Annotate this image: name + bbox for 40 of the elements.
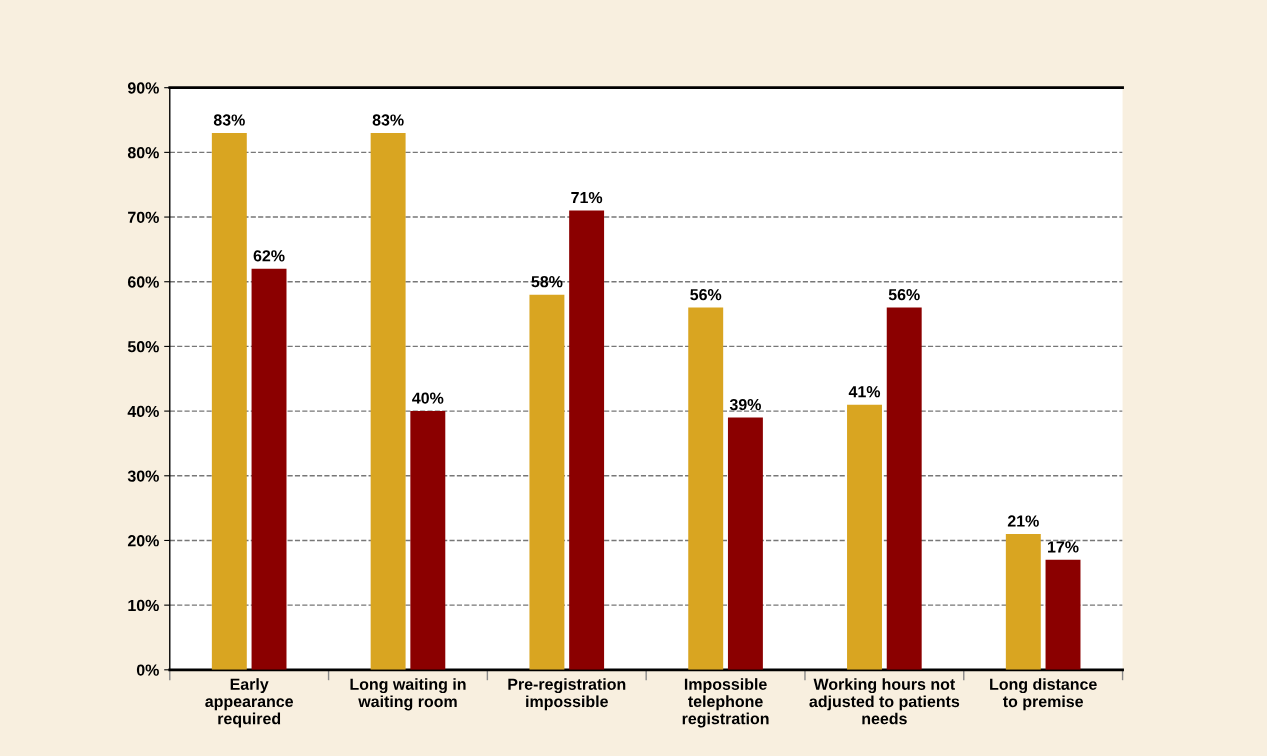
bar bbox=[847, 404, 882, 670]
y-tick-label: 0% bbox=[136, 664, 159, 676]
data-label: 83% bbox=[372, 114, 404, 126]
y-tick-label: 70% bbox=[128, 211, 159, 223]
bar bbox=[211, 132, 247, 670]
data-label: 83% bbox=[213, 114, 245, 126]
data-label: 58% bbox=[531, 276, 563, 288]
bar bbox=[370, 132, 406, 670]
y-tick-label: 10% bbox=[128, 599, 159, 612]
bar bbox=[251, 268, 287, 670]
bar bbox=[688, 307, 724, 670]
data-label: 56% bbox=[690, 288, 722, 301]
bar bbox=[727, 417, 763, 670]
data-label: 21% bbox=[1007, 515, 1039, 527]
y-tick-label: 50% bbox=[127, 341, 159, 353]
y-tick-label: 60% bbox=[127, 276, 159, 288]
bar bbox=[1045, 559, 1081, 670]
y-tick-label: 80% bbox=[127, 147, 159, 159]
x-tick-label: Long distance to premise bbox=[990, 678, 1097, 711]
data-label: 41% bbox=[848, 386, 881, 398]
data-label: 56% bbox=[888, 288, 920, 301]
bar bbox=[529, 294, 565, 670]
x-tick-label: Long waiting in waiting room bbox=[350, 678, 466, 711]
data-label: 39% bbox=[729, 398, 761, 411]
x-tick-label: Impossible telephone registration bbox=[682, 678, 769, 728]
bar bbox=[569, 210, 605, 670]
bar bbox=[410, 411, 446, 670]
bar bbox=[886, 307, 922, 670]
data-label: 62% bbox=[253, 250, 285, 262]
bar bbox=[1005, 533, 1041, 670]
x-tick-label: Early appearance required bbox=[205, 678, 294, 728]
y-tick-label: 40% bbox=[127, 405, 159, 418]
y-tick-label: 30% bbox=[127, 470, 159, 482]
y-tick-label: 90% bbox=[127, 82, 159, 94]
x-tick-label: Working hours not adjusted to patients needs bbox=[809, 678, 960, 725]
data-label: 17% bbox=[1048, 541, 1079, 553]
x-tick-label: Pre-registration impossible bbox=[508, 678, 626, 711]
data-label: 71% bbox=[571, 191, 603, 204]
y-tick-label: 20% bbox=[127, 535, 159, 547]
data-label: 40% bbox=[412, 392, 444, 404]
